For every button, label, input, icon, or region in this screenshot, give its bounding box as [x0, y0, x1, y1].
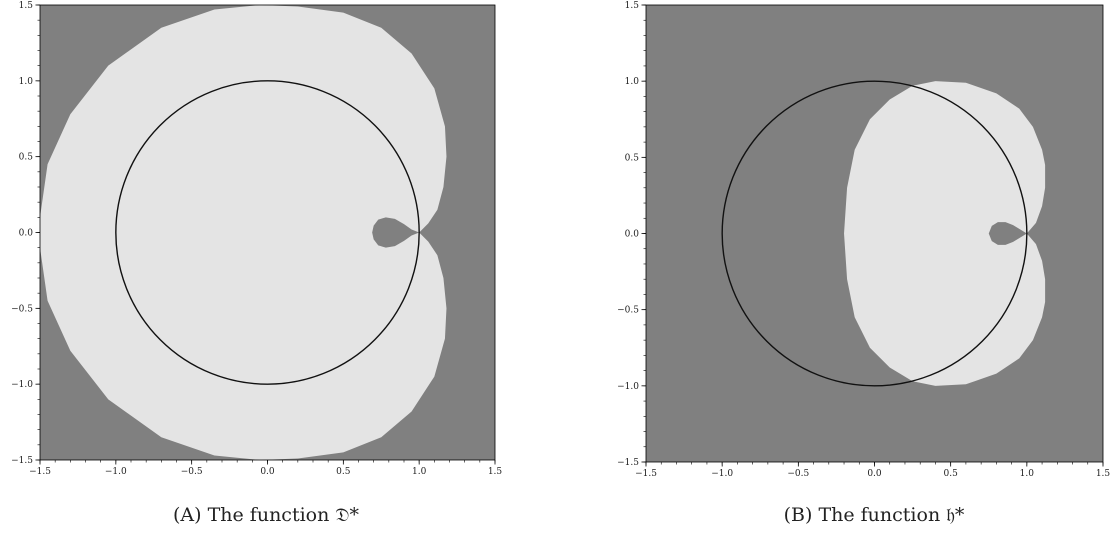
x-tick-label: 1.0 [412, 467, 427, 477]
y-tick-label: 0.5 [19, 153, 34, 163]
chart-caption: (B) The function 𝔥* [784, 504, 965, 526]
x-tick-label: 0.0 [867, 469, 882, 479]
y-tick-label: 1.0 [19, 77, 34, 87]
y-tick-label: −0.5 [617, 306, 639, 316]
x-tick-label: 1.5 [488, 467, 503, 477]
x-tick-label: 0.0 [260, 467, 275, 477]
y-tick-label: −1.5 [617, 458, 639, 468]
y-tick-label: 1.5 [19, 1, 34, 11]
y-tick-label: −1.5 [11, 456, 33, 466]
y-tick-label: 0.5 [625, 153, 640, 163]
y-tick-label: 0.0 [19, 229, 34, 239]
x-tick-label: 1.0 [1020, 469, 1035, 479]
x-tick-label: −1.5 [29, 467, 51, 477]
chart-b: −1.5 −1.0 −0.5 0.0 0.5 1.0 1.5 −1.5 −1.0 −0.5 0.0 0… [617, 1, 1110, 526]
y-tick-label: 1.5 [625, 1, 640, 11]
y-tick-label: −1.0 [11, 380, 33, 390]
x-tick-label: 1.5 [1096, 469, 1111, 479]
x-tick-label: −1.5 [635, 469, 657, 479]
x-tick-label: −1.0 [105, 467, 127, 477]
y-tick-label: −0.5 [11, 304, 33, 314]
x-tick-label: 0.5 [336, 467, 351, 477]
y-tick-label: −1.0 [617, 382, 639, 392]
chart-caption: (A) The function 𝔇* [173, 504, 359, 526]
chart-a: −1.5 −1.0 −0.5 0.0 0.5 1.0 1.5 −1.5 −1.0 −0.5 0.0 0… [11, 1, 502, 526]
image-region [844, 81, 1046, 386]
y-tick-label: 0.0 [625, 230, 640, 240]
unit-circle [721, 80, 1028, 387]
x-tick-label: −0.5 [181, 467, 203, 477]
x-tick-label: 0.5 [944, 469, 959, 479]
unit-circle [115, 80, 420, 385]
x-tick-label: −1.0 [711, 469, 733, 479]
y-tick-label: 1.0 [625, 77, 640, 87]
image-region [40, 5, 447, 460]
x-tick-label: −0.5 [787, 469, 809, 479]
